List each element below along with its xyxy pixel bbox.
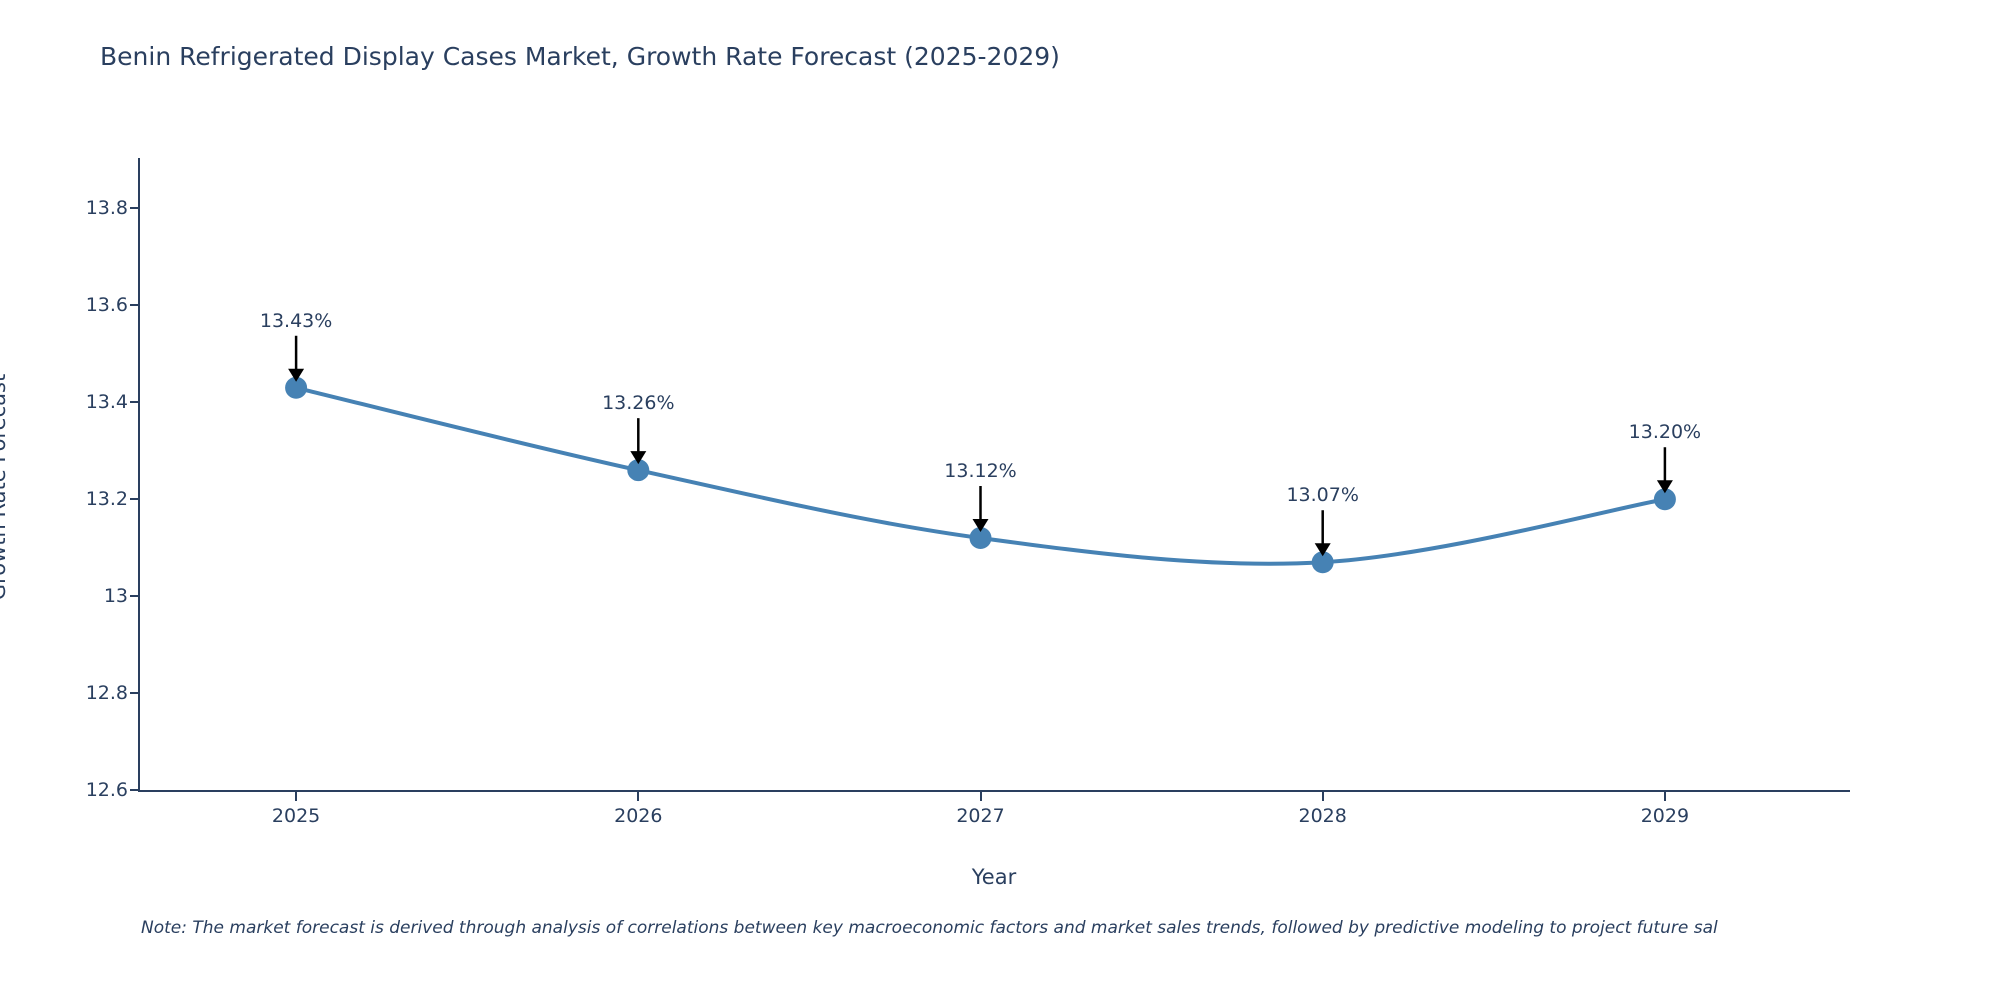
x-tick-mark bbox=[1663, 792, 1666, 801]
y-tick-label: 13.2 bbox=[85, 488, 128, 511]
y-tick-mark bbox=[130, 207, 138, 210]
data-point-marker[interactable] bbox=[627, 459, 650, 482]
y-tick-mark bbox=[130, 595, 138, 598]
annotation-arrow-head bbox=[972, 519, 989, 532]
annotation-arrow-head bbox=[1314, 543, 1331, 557]
x-tick-label: 2027 bbox=[956, 805, 1005, 827]
x-axis-line bbox=[138, 790, 1850, 792]
data-point-marker[interactable] bbox=[1653, 488, 1676, 511]
y-tick-mark bbox=[130, 692, 138, 695]
y-tick-mark bbox=[130, 498, 138, 501]
y-tick-label: 12.6 bbox=[85, 779, 128, 801]
data-point-label: 13.20% bbox=[1628, 421, 1702, 444]
annotation-arrow-head bbox=[288, 368, 305, 382]
chart-title: Benin Refrigerated Display Cases Market,… bbox=[100, 42, 1060, 71]
footnote: Note: The market forecast is derived thr… bbox=[141, 918, 1718, 938]
x-tick-label: 2025 bbox=[271, 805, 321, 827]
y-tick-label: 13.8 bbox=[85, 197, 128, 220]
y-tick-label: 13.6 bbox=[85, 294, 128, 317]
data-point-marker[interactable] bbox=[1311, 551, 1334, 574]
data-point-label: 13.43% bbox=[259, 309, 333, 332]
y-tick-label: 13 bbox=[103, 585, 128, 608]
data-point-marker[interactable] bbox=[969, 527, 992, 549]
annotation-arrows bbox=[288, 335, 1673, 557]
x-tick-mark bbox=[1321, 792, 1324, 801]
data-point-marker[interactable] bbox=[285, 376, 308, 399]
data-point-label: 13.12% bbox=[944, 460, 1017, 482]
y-tick-label: 13.4 bbox=[85, 391, 128, 414]
y-tick-mark bbox=[130, 401, 138, 404]
y-tick-mark bbox=[130, 304, 138, 307]
annotation-arrow-head bbox=[1656, 480, 1673, 494]
x-axis-title: Year bbox=[971, 865, 1017, 889]
data-point-label: 13.07% bbox=[1286, 484, 1359, 507]
y-axis-line bbox=[138, 158, 140, 792]
data-point-label: 13.26% bbox=[602, 392, 675, 415]
x-tick-label: 2028 bbox=[1298, 805, 1347, 827]
x-tick-label: 2026 bbox=[614, 805, 663, 827]
series-markers bbox=[285, 376, 1676, 574]
x-tick-mark bbox=[637, 792, 640, 801]
y-tick-mark bbox=[130, 789, 138, 791]
annotation-arrow-head bbox=[630, 451, 647, 465]
x-tick-label: 2029 bbox=[1640, 805, 1690, 827]
x-tick-mark bbox=[295, 792, 298, 801]
y-tick-label: 12.8 bbox=[85, 682, 128, 705]
x-tick-mark bbox=[979, 792, 982, 801]
